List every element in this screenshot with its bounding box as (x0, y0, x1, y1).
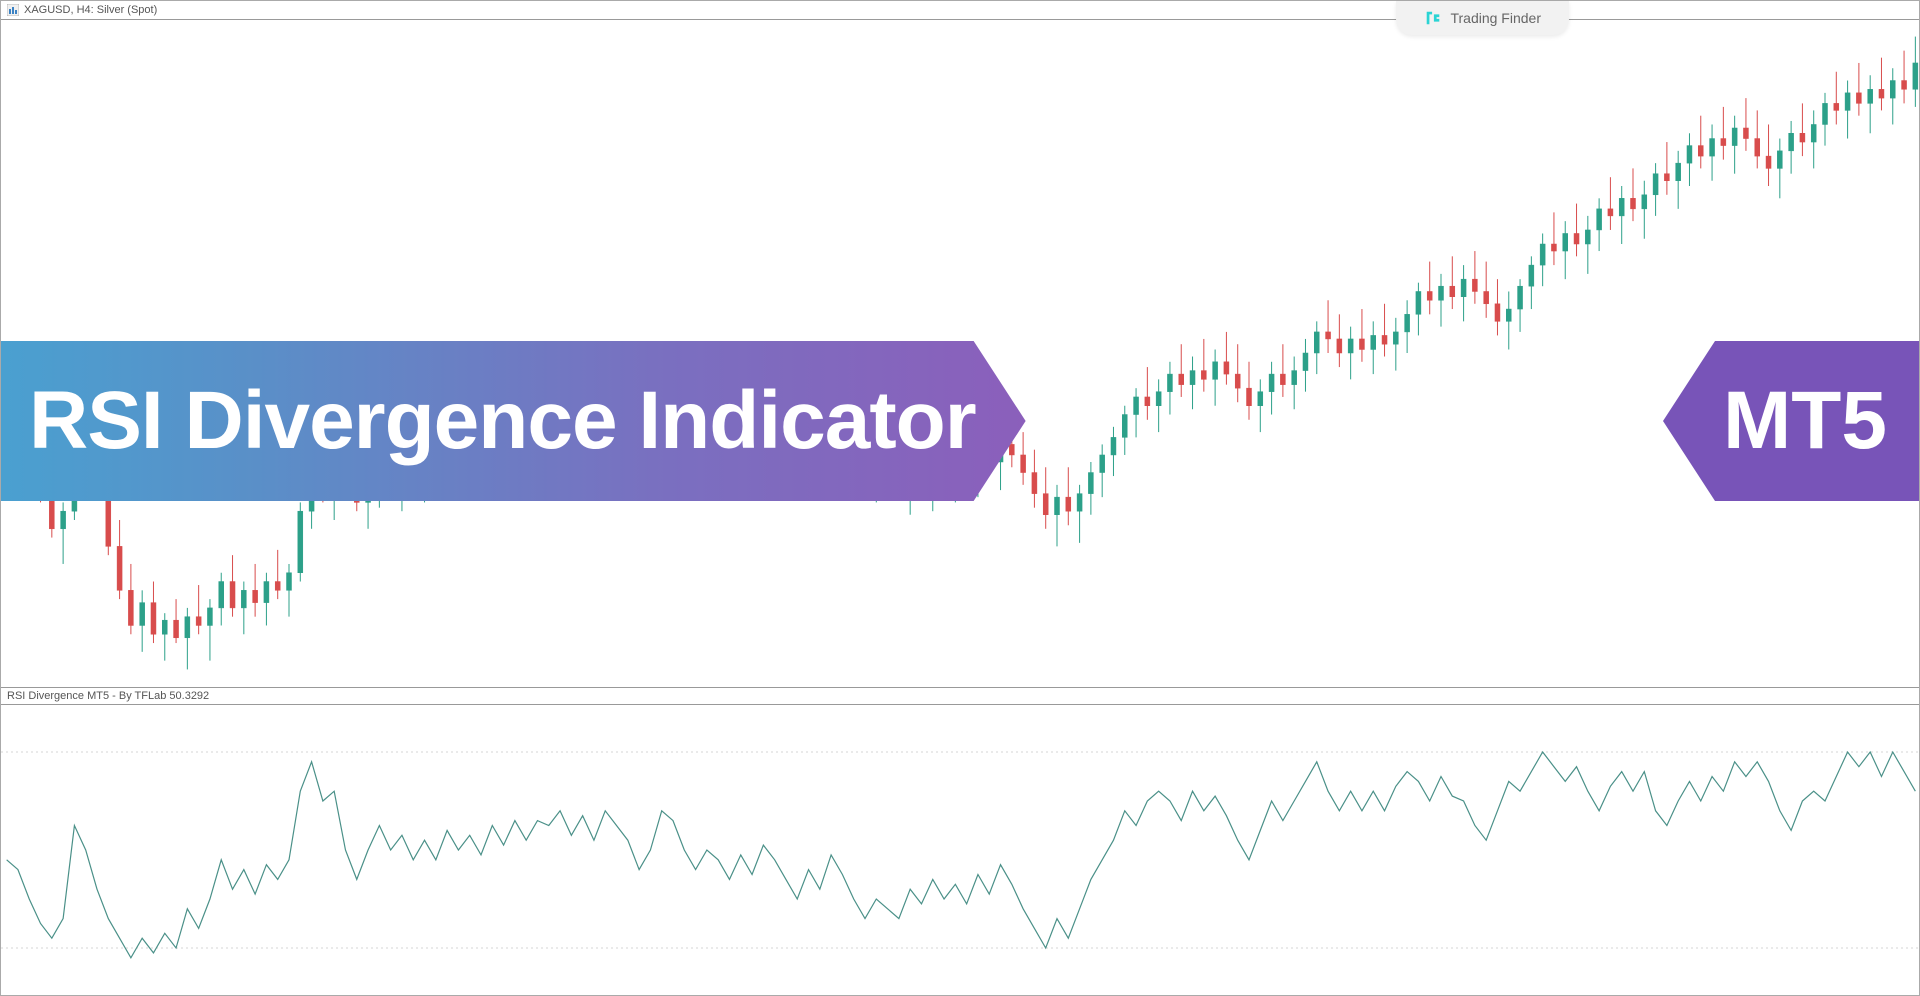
chart-symbol-icon (7, 4, 19, 16)
rsi-label: RSI Divergence MT5 - By TFLab 50.3292 (7, 690, 209, 702)
symbol-label: XAGUSD, H4: Silver (Spot) (24, 4, 157, 16)
chart-window[interactable]: XAGUSD, H4: Silver (Spot) Trading Finder… (0, 0, 1920, 996)
mt5-text: MT5 (1723, 374, 1887, 468)
title-text: RSI Divergence Indicator (29, 374, 976, 468)
title-banner: RSI Divergence Indicator (1, 341, 1026, 501)
rsi-chart[interactable] (1, 703, 1919, 995)
chart-header: XAGUSD, H4: Silver (Spot) (1, 1, 1919, 20)
mt5-badge: MT5 (1663, 341, 1919, 501)
